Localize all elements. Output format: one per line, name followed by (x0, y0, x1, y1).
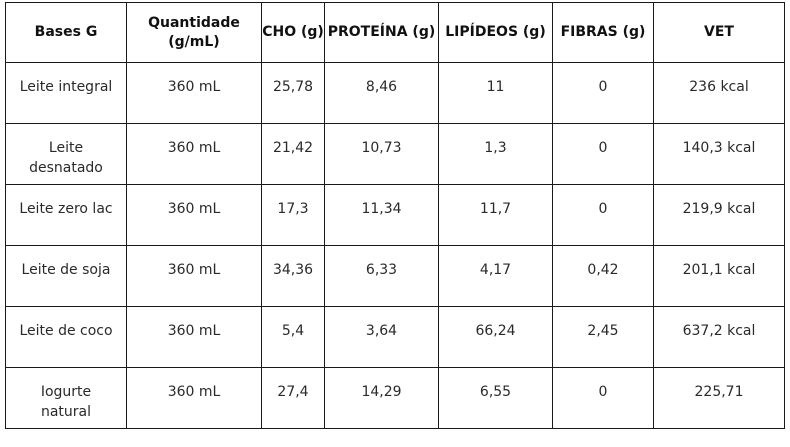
header-vet: VET (653, 2, 785, 63)
cell-fibras: 0,42 (552, 245, 654, 307)
table-row: Leite desnatado 360 mL 21,42 10,73 1,3 0… (5, 123, 785, 185)
cell-cho: 21,42 (261, 123, 325, 185)
cell-quantidade: 360 mL (126, 184, 262, 246)
cell-lipideos: 11,7 (438, 184, 553, 246)
table-header: Bases G Quantidade (g/mL) CHO (g) PROTEÍ… (5, 2, 785, 63)
cell-quantidade: 360 mL (126, 306, 262, 368)
cell-quantidade: 360 mL (126, 367, 262, 429)
cell-base-name: Leite de coco (5, 306, 127, 368)
cell-cho: 5,4 (261, 306, 325, 368)
cell-proteina: 10,73 (324, 123, 439, 185)
cell-lipideos: 11 (438, 62, 553, 124)
cell-base-name: Iogurte natural (5, 367, 127, 429)
cell-vet: 201,1 kcal (653, 245, 785, 307)
cell-proteina: 3,64 (324, 306, 439, 368)
cell-base-name: Leite desnatado (5, 123, 127, 185)
table-row: Leite de soja 360 mL 34,36 6,33 4,17 0,4… (5, 245, 785, 307)
cell-cho: 27,4 (261, 367, 325, 429)
cell-vet: 219,9 kcal (653, 184, 785, 246)
cell-fibras: 0 (552, 367, 654, 429)
cell-proteina: 8,46 (324, 62, 439, 124)
header-fibras: FIBRAS (g) (552, 2, 654, 63)
cell-cho: 34,36 (261, 245, 325, 307)
header-row: Bases G Quantidade (g/mL) CHO (g) PROTEÍ… (5, 2, 785, 63)
header-lipideos: LIPÍDEOS (g) (438, 2, 553, 63)
table-row: Iogurte natural 360 mL 27,4 14,29 6,55 0… (5, 367, 785, 429)
cell-fibras: 0 (552, 62, 654, 124)
cell-quantidade: 360 mL (126, 123, 262, 185)
cell-lipideos: 66,24 (438, 306, 553, 368)
cell-lipideos: 1,3 (438, 123, 553, 185)
cell-vet: 225,71 (653, 367, 785, 429)
cell-cho: 17,3 (261, 184, 325, 246)
table-body: Leite integral 360 mL 25,78 8,46 11 0 23… (5, 62, 785, 429)
cell-base-name: Leite zero lac (5, 184, 127, 246)
header-proteina: PROTEÍNA (g) (324, 2, 439, 63)
cell-vet: 140,3 kcal (653, 123, 785, 185)
cell-proteina: 14,29 (324, 367, 439, 429)
cell-quantidade: 360 mL (126, 62, 262, 124)
cell-fibras: 0 (552, 184, 654, 246)
table-row: Leite integral 360 mL 25,78 8,46 11 0 23… (5, 62, 785, 124)
cell-vet: 236 kcal (653, 62, 785, 124)
table-row: Leite zero lac 360 mL 17,3 11,34 11,7 0 … (5, 184, 785, 246)
cell-lipideos: 4,17 (438, 245, 553, 307)
cell-base-name: Leite de soja (5, 245, 127, 307)
cell-cho: 25,78 (261, 62, 325, 124)
table-row: Leite de coco 360 mL 5,4 3,64 66,24 2,45… (5, 306, 785, 368)
header-bases: Bases G (5, 2, 127, 63)
header-cho: CHO (g) (261, 2, 325, 63)
cell-proteina: 11,34 (324, 184, 439, 246)
cell-base-name: Leite integral (5, 62, 127, 124)
header-quantidade: Quantidade (g/mL) (126, 2, 262, 63)
nutrition-table: Bases G Quantidade (g/mL) CHO (g) PROTEÍ… (5, 2, 785, 429)
cell-fibras: 2,45 (552, 306, 654, 368)
cell-lipideos: 6,55 (438, 367, 553, 429)
cell-quantidade: 360 mL (126, 245, 262, 307)
cell-fibras: 0 (552, 123, 654, 185)
cell-vet: 637,2 kcal (653, 306, 785, 368)
cell-proteina: 6,33 (324, 245, 439, 307)
